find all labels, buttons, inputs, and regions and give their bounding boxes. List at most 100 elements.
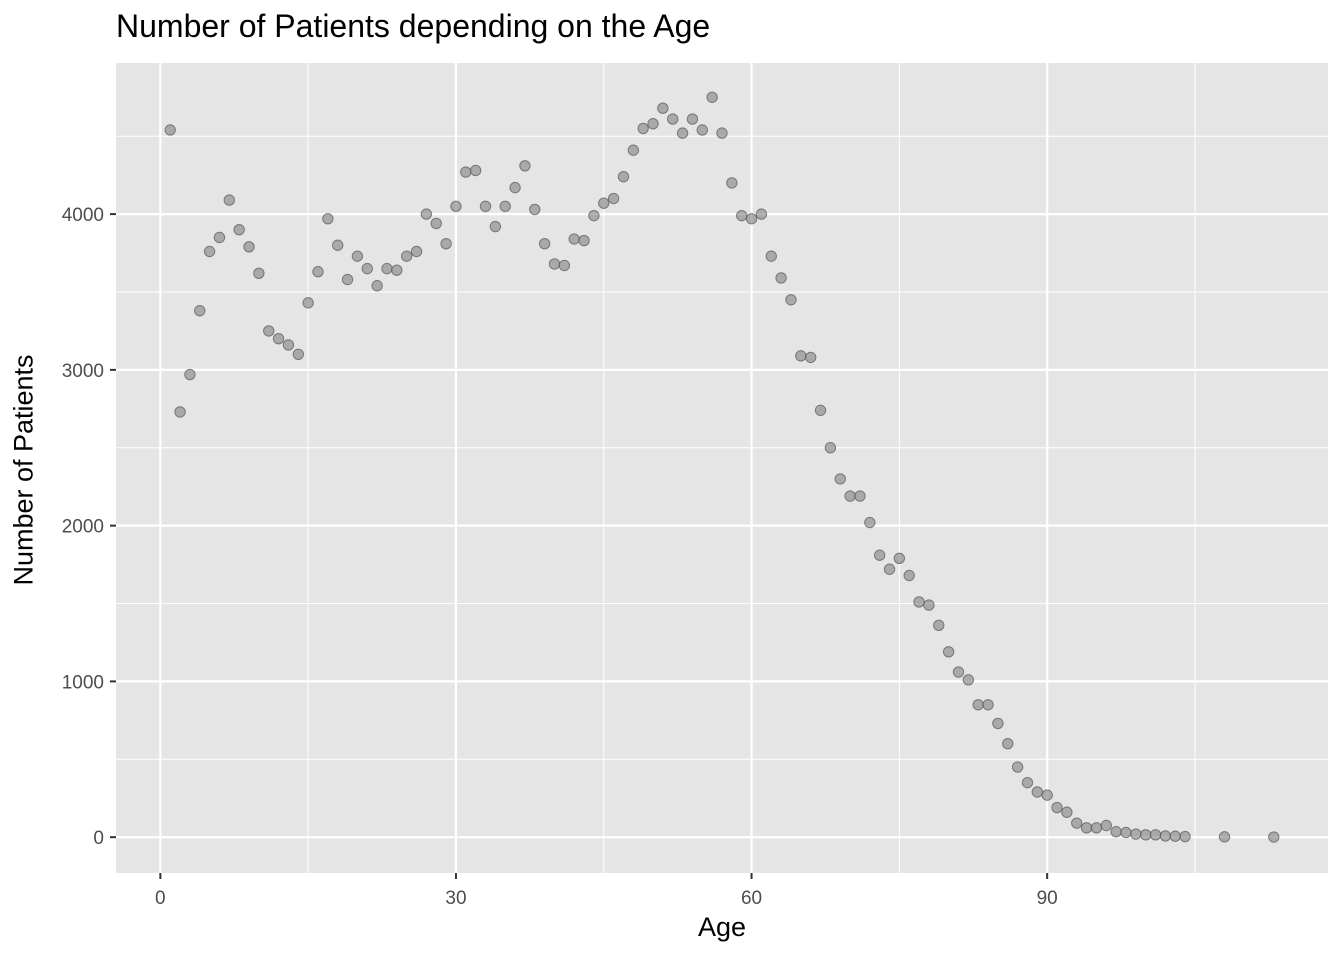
data-point bbox=[1149, 829, 1162, 841]
data-point bbox=[893, 552, 906, 565]
data-point bbox=[617, 171, 630, 183]
data-point bbox=[598, 197, 610, 209]
data-point bbox=[1140, 829, 1152, 841]
x-tick-label: 0 bbox=[155, 888, 166, 909]
data-point bbox=[203, 245, 216, 258]
data-point bbox=[371, 280, 383, 292]
data-point bbox=[1268, 831, 1280, 843]
data-point bbox=[1179, 830, 1191, 843]
data-point bbox=[1090, 822, 1103, 834]
data-point bbox=[263, 325, 275, 337]
data-point bbox=[1041, 789, 1053, 801]
data-point bbox=[253, 267, 265, 279]
y-axis-label: Number of Patients bbox=[8, 354, 39, 586]
data-point bbox=[962, 674, 975, 686]
data-point bbox=[282, 339, 295, 351]
data-point bbox=[1130, 828, 1142, 840]
data-point bbox=[765, 250, 777, 262]
data-point bbox=[1021, 776, 1034, 789]
y-tick-label: 3000 bbox=[62, 361, 104, 382]
data-point bbox=[1031, 786, 1044, 798]
data-point bbox=[864, 516, 876, 529]
data-point bbox=[883, 563, 896, 575]
data-point bbox=[391, 264, 403, 276]
data-point bbox=[361, 262, 373, 275]
data-point bbox=[213, 231, 226, 244]
data-point bbox=[469, 164, 482, 177]
y-tick-label: 4000 bbox=[62, 205, 104, 226]
data-point bbox=[519, 160, 531, 172]
data-point bbox=[903, 569, 915, 582]
data-point bbox=[440, 237, 452, 250]
data-point bbox=[548, 258, 561, 270]
data-point bbox=[243, 241, 255, 253]
data-point bbox=[460, 166, 472, 178]
data-point bbox=[745, 213, 758, 225]
data-point bbox=[982, 699, 994, 711]
data-point bbox=[184, 368, 196, 381]
data-point bbox=[844, 490, 856, 502]
data-point bbox=[775, 272, 787, 284]
data-point bbox=[824, 442, 837, 454]
data-point bbox=[400, 250, 413, 262]
data-point bbox=[588, 209, 600, 222]
data-point bbox=[272, 333, 285, 345]
data-point bbox=[312, 266, 324, 278]
data-point bbox=[1120, 826, 1132, 839]
data-point bbox=[1011, 761, 1024, 773]
x-tick-label: 90 bbox=[1037, 888, 1058, 909]
data-point bbox=[972, 699, 984, 711]
data-point bbox=[706, 91, 718, 103]
data-point bbox=[1071, 817, 1083, 829]
data-point bbox=[607, 192, 620, 205]
data-point bbox=[292, 348, 304, 360]
data-point bbox=[410, 245, 423, 258]
data-point bbox=[558, 259, 571, 272]
data-point bbox=[430, 217, 442, 230]
data-point bbox=[716, 127, 728, 139]
data-point bbox=[538, 237, 551, 250]
data-point bbox=[332, 239, 344, 251]
data-point bbox=[302, 297, 314, 309]
x-tick-label: 60 bbox=[741, 888, 762, 909]
data-point bbox=[499, 200, 511, 213]
data-point bbox=[676, 127, 689, 139]
data-point bbox=[341, 273, 354, 286]
data-point bbox=[223, 194, 236, 206]
y-tick-label: 2000 bbox=[62, 517, 104, 538]
data-point bbox=[1100, 819, 1112, 832]
data-point bbox=[933, 619, 945, 632]
data-point bbox=[509, 181, 521, 194]
data-point bbox=[637, 122, 649, 135]
data-point bbox=[804, 351, 817, 364]
data-point bbox=[1061, 806, 1073, 818]
data-point bbox=[450, 200, 462, 213]
data-point bbox=[529, 203, 541, 216]
data-point bbox=[194, 304, 206, 317]
data-point bbox=[1169, 830, 1181, 842]
data-point bbox=[854, 490, 866, 502]
x-axis-label: Age bbox=[697, 912, 747, 942]
data-point bbox=[667, 113, 679, 125]
data-point bbox=[381, 262, 393, 275]
data-point bbox=[795, 350, 807, 362]
x-tick-label: 30 bbox=[445, 888, 466, 909]
data-point bbox=[736, 209, 748, 222]
data-point bbox=[657, 102, 669, 114]
data-point bbox=[726, 177, 738, 189]
data-point bbox=[1080, 822, 1093, 834]
y-tick-label: 0 bbox=[93, 828, 104, 849]
data-point bbox=[785, 294, 797, 306]
data-point bbox=[479, 200, 492, 213]
chart-title: Number of Patients depending on the Age bbox=[116, 8, 711, 44]
data-point bbox=[489, 220, 502, 233]
data-point bbox=[322, 213, 334, 225]
y-tick-label: 1000 bbox=[62, 672, 104, 693]
data-point bbox=[923, 599, 935, 611]
data-point bbox=[1051, 801, 1063, 814]
data-point bbox=[942, 646, 955, 658]
data-point bbox=[952, 666, 965, 678]
data-point bbox=[174, 406, 186, 418]
data-point bbox=[1002, 738, 1014, 750]
